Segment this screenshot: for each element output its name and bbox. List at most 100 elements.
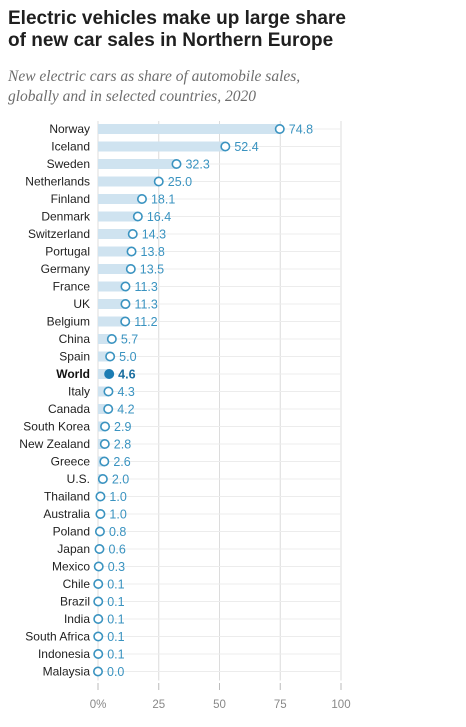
bar — [98, 299, 126, 309]
category-label: Belgium — [47, 315, 90, 329]
bar — [98, 159, 177, 169]
value-label: 13.8 — [141, 245, 165, 259]
value-label: 74.8 — [289, 123, 313, 137]
marker — [120, 316, 131, 327]
bar — [98, 369, 110, 379]
value-label: 0.0 — [107, 665, 124, 679]
category-label: Greece — [51, 455, 91, 469]
marker — [99, 456, 110, 467]
marker — [93, 631, 104, 642]
value-label: 0.6 — [108, 543, 125, 557]
marker — [127, 229, 138, 240]
category-label: Canada — [48, 402, 90, 416]
category-label: Germany — [41, 262, 90, 276]
marker — [105, 351, 116, 362]
category-label: Iceland — [51, 140, 90, 154]
bar — [98, 316, 126, 327]
value-label: 0.1 — [107, 578, 124, 592]
value-label: 11.2 — [134, 315, 157, 329]
category-label: South Africa — [25, 630, 90, 644]
bar — [98, 351, 111, 362]
x-tick-label: 25 — [152, 699, 165, 711]
marker — [103, 403, 114, 414]
category-label: Thailand — [44, 490, 90, 504]
marker — [93, 613, 104, 624]
category-label: Brazil — [60, 595, 90, 609]
marker — [220, 141, 231, 152]
bar — [98, 141, 226, 152]
marker — [95, 508, 106, 519]
value-label: 0.1 — [107, 613, 124, 627]
value-label: 32.3 — [185, 158, 209, 172]
marker — [93, 666, 104, 677]
marker — [274, 124, 285, 135]
bar — [98, 211, 138, 222]
value-label: 0.3 — [108, 560, 125, 574]
category-label: Portugal — [45, 245, 90, 259]
value-label: 4.2 — [117, 403, 134, 417]
value-label: 0.1 — [107, 648, 124, 662]
value-label: 16.4 — [147, 210, 171, 224]
category-label: New Zealand — [19, 437, 90, 451]
category-label: World — [56, 367, 90, 381]
value-label: 52.4 — [234, 140, 258, 154]
value-label: 13.5 — [140, 263, 164, 277]
category-label: China — [59, 332, 91, 346]
category-label: South Korea — [23, 420, 90, 434]
bar — [98, 334, 112, 344]
category-label: Netherlands — [25, 175, 90, 189]
marker — [132, 211, 143, 222]
category-label: Switzerland — [28, 227, 90, 241]
marker — [93, 578, 104, 589]
bar — [98, 246, 132, 257]
bar — [98, 264, 131, 274]
value-label: 18.1 — [151, 193, 175, 207]
category-label: Sweden — [47, 157, 90, 171]
category-label: Finland — [51, 192, 90, 206]
x-tick-label: 100 — [331, 699, 350, 711]
x-tick-label: 0% — [90, 699, 107, 711]
category-label: Australia — [43, 507, 90, 521]
value-label: 2.8 — [114, 438, 131, 452]
marker — [136, 194, 147, 205]
category-label: Malaysia — [43, 665, 91, 679]
value-label: 11.3 — [134, 280, 157, 294]
marker — [93, 561, 104, 572]
marker — [94, 526, 105, 537]
value-label: 0.8 — [109, 525, 126, 539]
value-label: 2.9 — [114, 420, 131, 434]
value-label: 5.0 — [119, 350, 136, 364]
chart-subtitle: New electric cars as share of automobile… — [8, 68, 301, 105]
marker — [171, 159, 182, 170]
category-label: Poland — [53, 525, 90, 539]
bar — [98, 281, 126, 292]
bar — [98, 194, 142, 204]
category-label: Italy — [68, 385, 90, 399]
value-label: 2.0 — [112, 473, 129, 487]
marker — [100, 421, 111, 432]
value-label: 14.3 — [142, 228, 166, 242]
marker — [126, 246, 137, 257]
bar — [98, 404, 109, 414]
marker — [99, 438, 110, 449]
marker — [153, 176, 164, 187]
category-label: U.S. — [67, 472, 90, 486]
value-label: 0.1 — [107, 595, 124, 609]
value-label: 2.6 — [113, 455, 130, 469]
value-label: 4.3 — [117, 385, 134, 399]
value-label: 4.6 — [118, 368, 135, 382]
marker — [103, 386, 114, 397]
x-tick-label: 50 — [213, 699, 226, 711]
value-label: 1.0 — [109, 490, 126, 504]
x-tick-label: 75 — [274, 699, 287, 711]
marker — [120, 281, 131, 292]
marker — [125, 263, 136, 274]
marker — [97, 473, 108, 484]
value-label: 25.0 — [168, 175, 192, 189]
bar — [98, 124, 280, 134]
category-label: Denmark — [41, 210, 91, 224]
highlight-marker — [104, 368, 115, 379]
value-label: 1.0 — [109, 508, 126, 522]
category-label: France — [53, 280, 91, 294]
marker — [120, 298, 131, 309]
